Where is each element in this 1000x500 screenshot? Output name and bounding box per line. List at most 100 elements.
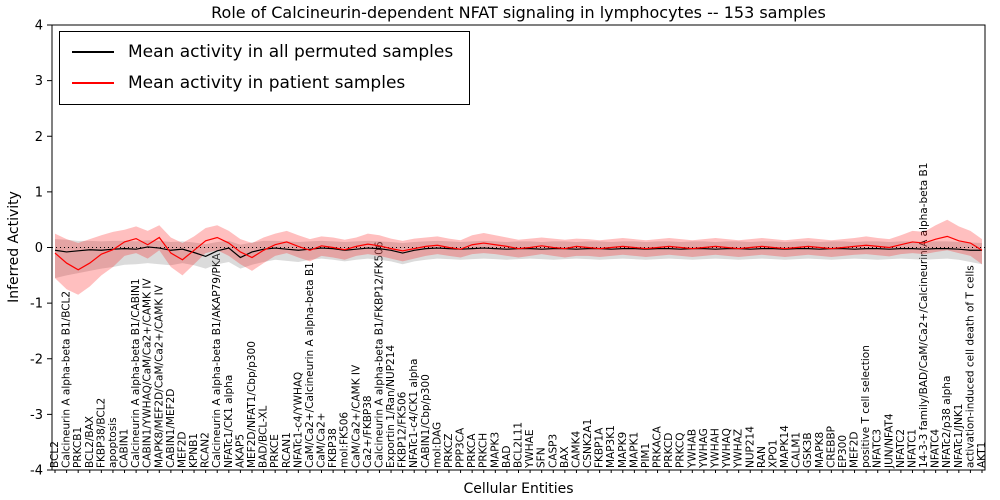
x-tick-label: MEF2D [849, 432, 861, 469]
patient-line [54, 235, 983, 271]
x-tick-label: MAPK9 [617, 432, 629, 468]
x-tick-label: Exportin 1/Ran/NUP214 [385, 345, 397, 468]
y-tick-label: 2 [35, 130, 43, 145]
x-tick-label: CABIN1/YWHAQ/CaM/Ca2+/CAMK IV [142, 278, 154, 468]
x-tick-label: MAPK14 [779, 425, 791, 468]
x-tick-label: CALM1 [791, 432, 803, 468]
x-tick-label: positive T cell selection [860, 345, 872, 468]
x-tick-label: YWHAG [698, 428, 710, 469]
x-tick-label: PRKCZ [443, 434, 455, 468]
x-tick-label: CABIN1/MEF2D [165, 389, 177, 468]
x-tick-label: EP300 [837, 435, 849, 468]
patient-line-swatch [72, 82, 114, 84]
x-tick-label: AKAP5 [234, 434, 246, 468]
x-tick-label: NFATC1 [906, 429, 918, 468]
x-tick-label: activation-induced cell death of T cells [964, 265, 976, 468]
y-tick-label: -1 [30, 297, 43, 312]
x-tick-label: CaM/Ca2+/Calcineurin A alpha-beta B1 [304, 262, 316, 468]
x-tick-label: YWHAZ [733, 429, 745, 469]
x-tick-label: XPO1 [767, 440, 779, 468]
x-tick-label: MAPK8/MEF2D/CaM/Ca2+/CAMK IV [153, 284, 165, 468]
x-tick-label: BAD [501, 446, 513, 468]
x-tick-label: CSNK2A1 [582, 419, 594, 468]
x-tick-label: NFATC4 [930, 429, 942, 468]
x-tick-label: MAPK1 [628, 432, 640, 468]
y-tick-label: 0 [35, 241, 43, 256]
x-tick-label: Calcineurin A alpha-beta B1/BCL2 [61, 291, 73, 468]
x-tick-label: Calcineurin A alpha-beta B1/FKBP12/FK506 [373, 241, 385, 468]
x-tick-label: Ca2+/FKBP38 [362, 395, 374, 468]
x-tick-label: CaM/Ca2+ [316, 412, 328, 468]
x-tick-label: RCAN1 [281, 432, 293, 468]
legend-item-permuted: Mean activity in all permuted samples [72, 41, 453, 63]
x-tick-label: MAPK8 [814, 432, 826, 468]
x-tick-label: PRKACA [652, 425, 664, 468]
x-tick-label: BCL2/BAX [84, 416, 96, 468]
x-tick-label: RAN [756, 446, 768, 468]
y-tick-label: 4 [35, 19, 43, 34]
x-tick-label: apoptosis [107, 417, 119, 468]
x-tick-label: YWHAH [709, 428, 721, 469]
x-tick-label: CABIN1 [119, 429, 131, 468]
x-tick-label: FKBP38/BCL2 [95, 398, 107, 468]
x-tick-label: CREBBP [825, 426, 837, 468]
x-tick-label: NFATC2 [895, 429, 907, 468]
x-tick-label: PRKCH [478, 433, 490, 468]
legend: Mean activity in all permuted samples Me… [59, 31, 471, 105]
x-tick-label: YWHAE [524, 429, 536, 469]
x-tick-label: PRKCA [466, 433, 478, 468]
x-tick-label: BAD/BCL-XL [258, 406, 270, 468]
patient-band [55, 219, 982, 295]
x-tick-label: NFATc1-c4/YWHAQ [292, 372, 304, 468]
x-tick-label: MEF2D/NFAT1/Cbp/p300 [246, 341, 258, 468]
x-tick-label: PRKCB1 [72, 427, 84, 468]
x-tick-label: AKT1 [976, 442, 988, 468]
x-tick-label: NFATC3 [872, 429, 884, 468]
x-tick-label: mol:FK506 [339, 412, 351, 468]
y-tick-label: -2 [30, 352, 43, 367]
x-tick-label: Calcineurin A alpha-beta B1/AKAP79/PKA [211, 252, 223, 468]
x-tick-label: PPP3CA [455, 427, 467, 468]
y-tick-label: -3 [30, 408, 43, 423]
y-tick-label: -4 [30, 464, 43, 479]
x-tick-label: YWHAQ [721, 428, 733, 469]
y-axis-label: Inferred Activity [6, 191, 22, 303]
x-tick-label: Calcineurin A alpha-beta B1/CABIN1 [130, 278, 142, 468]
x-tick-label: KPNB1 [188, 433, 200, 468]
x-tick-label: BCL2 [49, 441, 61, 468]
x-tick-label: FKBP38 [327, 428, 339, 468]
y-tick-label: 1 [35, 185, 43, 200]
x-tick-label: YWHAB [686, 429, 698, 469]
legend-item-patient: Mean activity in patient samples [72, 72, 453, 94]
x-tick-label: PRKCE [269, 434, 281, 468]
x-tick-label: NUP214 [744, 426, 756, 468]
x-tick-label: JUN/NFAT4 [883, 413, 895, 469]
x-tick-label: BAX [559, 446, 571, 468]
x-tick-label: RCAN2 [200, 432, 212, 468]
chart-title: Role of Calcineurin-dependent NFAT signa… [211, 3, 826, 22]
x-axis-label: Cellular Entities [463, 481, 574, 497]
legend-label-patient: Mean activity in patient samples [128, 73, 406, 93]
x-tick-label: GSK3B [802, 432, 814, 468]
legend-label-permuted: Mean activity in all permuted samples [128, 42, 454, 62]
x-tick-label: MEF2D [176, 432, 188, 469]
x-tick-label: mol:DAG [431, 422, 443, 468]
x-tick-label: CASP3 [547, 434, 559, 468]
x-tick-label: FKBP12/FK506 [397, 391, 409, 468]
x-tick-label: FKBP1A [594, 427, 606, 468]
x-tick-label: PRKCQ [675, 432, 687, 468]
x-tick-label: BCL2L11 [513, 422, 525, 468]
x-tick-label: CABIN1/Cbp/p300 [420, 374, 432, 468]
x-tick-label: NFATc2/p38 alpha [941, 376, 953, 468]
x-tick-label: NFATc1-c4/CK1 alpha [408, 358, 420, 468]
x-tick-label: SFN [536, 447, 548, 468]
x-tick-label: CAMK4 [570, 431, 582, 468]
x-tick-label: MAPK3 [489, 432, 501, 468]
x-tick-label: NFATc1/JNK1 [953, 404, 965, 468]
x-tick-label: NFATc1/CK1 alpha [223, 375, 235, 468]
x-tick-label: MAP3K1 [605, 425, 617, 468]
x-tick-label: PRKCD [663, 433, 675, 468]
permuted-line-swatch [72, 51, 114, 53]
